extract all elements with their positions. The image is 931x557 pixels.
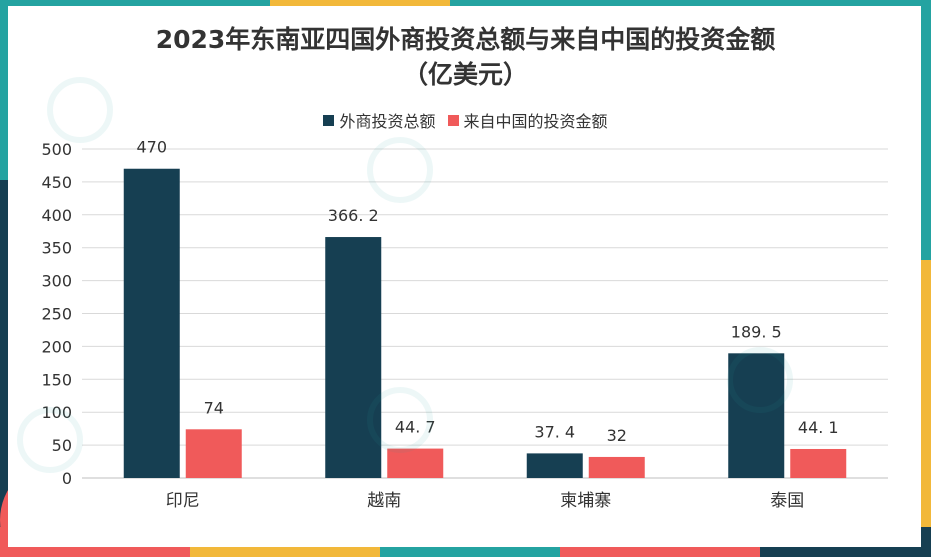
y-tick-label: 150 [41, 370, 72, 389]
data-label: 189. 5 [731, 322, 782, 341]
x-tick-label: 越南 [367, 491, 401, 511]
data-label: 44. 1 [798, 418, 839, 437]
bar [790, 448, 847, 478]
legend-item-china: 来自中国的投资金额 [447, 108, 608, 132]
chart-subtitle: （亿美元） [402, 60, 528, 89]
x-tick-label: 印尼 [166, 491, 200, 511]
data-label: 44. 7 [395, 418, 436, 437]
bar [325, 237, 382, 478]
x-tick-label: 泰国 [770, 491, 804, 511]
y-tick-label: 50 [52, 436, 72, 455]
data-label: 37. 4 [534, 422, 575, 441]
bar [185, 429, 242, 478]
legend-item-total: 外商投资总额 [323, 108, 436, 132]
bar [588, 456, 645, 478]
legend-swatch-china [447, 114, 459, 126]
legend-label-total: 外商投资总额 [339, 112, 436, 131]
y-tick-label: 400 [41, 206, 72, 225]
legend-swatch-total [323, 114, 335, 126]
y-tick-label: 200 [41, 337, 72, 356]
bar [526, 453, 583, 478]
legend-label-china: 来自中国的投资金额 [463, 112, 608, 131]
bar [387, 448, 444, 478]
chart-title: 2023年东南亚四国外商投资总额与来自中国的投资金额 [155, 25, 776, 54]
data-label: 470 [136, 138, 167, 157]
y-tick-label: 100 [41, 403, 72, 422]
y-tick-label: 350 [41, 239, 72, 258]
y-tick-label: 450 [41, 173, 72, 192]
bar [123, 168, 180, 479]
data-label: 32 [607, 426, 627, 445]
y-tick-label: 300 [41, 272, 72, 291]
chart-legend: 外商投资总额 来自中国的投资金额 [0, 108, 931, 132]
x-tick-label: 柬埔寨 [560, 491, 611, 511]
y-tick-label: 500 [41, 140, 72, 159]
bar [728, 353, 785, 478]
y-tick-label: 250 [41, 305, 72, 324]
y-tick-label: 0 [62, 469, 72, 488]
data-label: 366. 2 [328, 206, 379, 225]
data-label: 74 [204, 398, 224, 417]
